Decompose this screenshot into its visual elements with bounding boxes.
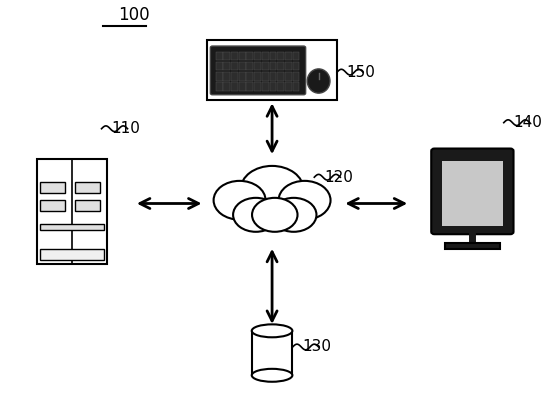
- Circle shape: [233, 198, 278, 232]
- FancyBboxPatch shape: [293, 72, 299, 81]
- Text: 100: 100: [118, 6, 150, 24]
- FancyBboxPatch shape: [293, 52, 299, 60]
- FancyBboxPatch shape: [293, 82, 299, 91]
- FancyBboxPatch shape: [210, 46, 306, 95]
- FancyBboxPatch shape: [254, 62, 261, 70]
- FancyBboxPatch shape: [75, 200, 100, 211]
- FancyBboxPatch shape: [207, 40, 337, 101]
- FancyBboxPatch shape: [270, 82, 276, 91]
- FancyBboxPatch shape: [285, 62, 292, 70]
- Text: 150: 150: [347, 65, 376, 80]
- Circle shape: [271, 198, 316, 232]
- FancyBboxPatch shape: [293, 62, 299, 70]
- FancyBboxPatch shape: [239, 72, 246, 81]
- FancyBboxPatch shape: [246, 52, 254, 60]
- FancyBboxPatch shape: [431, 149, 514, 234]
- FancyBboxPatch shape: [231, 72, 238, 81]
- FancyBboxPatch shape: [40, 249, 104, 260]
- FancyBboxPatch shape: [239, 82, 246, 91]
- FancyBboxPatch shape: [252, 331, 293, 375]
- FancyBboxPatch shape: [223, 72, 230, 81]
- FancyBboxPatch shape: [231, 82, 238, 91]
- FancyBboxPatch shape: [262, 72, 269, 81]
- FancyBboxPatch shape: [223, 82, 230, 91]
- FancyBboxPatch shape: [270, 72, 276, 81]
- FancyBboxPatch shape: [445, 243, 499, 249]
- FancyBboxPatch shape: [246, 72, 254, 81]
- Text: 120: 120: [324, 170, 353, 185]
- FancyBboxPatch shape: [277, 82, 284, 91]
- FancyBboxPatch shape: [216, 72, 223, 81]
- FancyBboxPatch shape: [40, 182, 65, 193]
- FancyBboxPatch shape: [254, 72, 261, 81]
- Circle shape: [252, 198, 298, 232]
- Circle shape: [213, 181, 266, 220]
- FancyBboxPatch shape: [277, 62, 284, 70]
- FancyBboxPatch shape: [37, 159, 107, 264]
- FancyBboxPatch shape: [270, 62, 276, 70]
- FancyBboxPatch shape: [254, 82, 261, 91]
- FancyBboxPatch shape: [231, 52, 238, 60]
- FancyBboxPatch shape: [216, 52, 223, 60]
- Ellipse shape: [252, 369, 293, 382]
- FancyBboxPatch shape: [40, 224, 104, 230]
- Circle shape: [278, 181, 331, 220]
- Text: 110: 110: [111, 121, 140, 136]
- FancyBboxPatch shape: [223, 52, 230, 60]
- Ellipse shape: [307, 69, 330, 93]
- FancyBboxPatch shape: [239, 52, 246, 60]
- FancyBboxPatch shape: [262, 82, 269, 91]
- FancyBboxPatch shape: [277, 52, 284, 60]
- FancyBboxPatch shape: [277, 72, 284, 81]
- Text: 130: 130: [302, 339, 332, 354]
- FancyBboxPatch shape: [285, 82, 292, 91]
- FancyBboxPatch shape: [262, 62, 269, 70]
- FancyBboxPatch shape: [223, 62, 230, 70]
- FancyBboxPatch shape: [254, 52, 261, 60]
- FancyBboxPatch shape: [285, 72, 292, 81]
- FancyBboxPatch shape: [285, 52, 292, 60]
- Circle shape: [241, 166, 304, 213]
- FancyBboxPatch shape: [231, 62, 238, 70]
- FancyBboxPatch shape: [262, 52, 269, 60]
- FancyBboxPatch shape: [216, 62, 223, 70]
- FancyBboxPatch shape: [442, 162, 503, 226]
- FancyBboxPatch shape: [75, 182, 100, 193]
- FancyBboxPatch shape: [270, 52, 276, 60]
- FancyBboxPatch shape: [246, 62, 254, 70]
- FancyBboxPatch shape: [216, 82, 223, 91]
- FancyBboxPatch shape: [239, 62, 246, 70]
- FancyBboxPatch shape: [40, 200, 65, 211]
- Ellipse shape: [252, 324, 293, 337]
- Text: 140: 140: [514, 115, 542, 130]
- FancyBboxPatch shape: [246, 82, 254, 91]
